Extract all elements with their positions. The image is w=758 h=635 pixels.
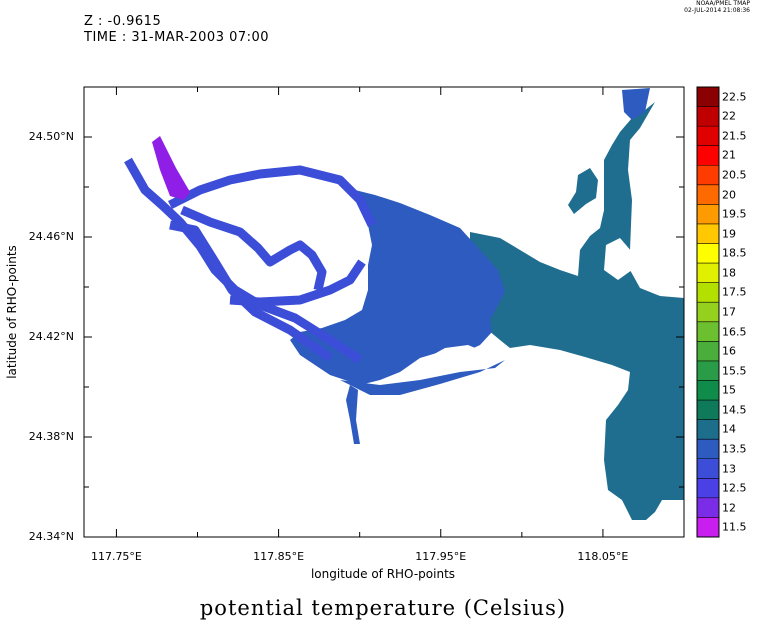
colorbar-swatch	[697, 380, 719, 401]
inner-channel-fill	[124, 157, 377, 364]
colorbar-swatch	[697, 321, 719, 342]
z-level-label: Z : -0.9615	[84, 14, 162, 29]
stamp-date: 02-JUL-2014 21:08:36	[684, 7, 750, 14]
colorbar-swatch	[697, 439, 719, 460]
y-tick-marks	[84, 86, 684, 538]
colorbar-label: 21.5	[722, 129, 747, 143]
colorbar-swatch	[697, 263, 719, 284]
colorbar-label: 22.5	[722, 90, 747, 104]
y-tick-label: 24.46°N	[28, 230, 74, 243]
outer-estuary-fill	[470, 88, 684, 520]
colorbar-swatch	[697, 360, 719, 381]
colorbar-swatch	[697, 145, 719, 166]
colorbar-swatch	[697, 302, 719, 323]
y-axis-label: latitude of RHO-points	[5, 245, 19, 379]
colorbar-label: 18.5	[722, 246, 747, 260]
colorbar-label: 13	[722, 462, 736, 476]
colorbar-label: 11.5	[722, 520, 747, 534]
stamp-organization: NOAA/PMEL TMAP	[696, 0, 750, 7]
colorbar-label: 15	[722, 383, 736, 397]
map-title: potential temperature (Celsius)	[199, 596, 567, 620]
colorbar-swatch	[697, 400, 719, 421]
colorbar-swatch	[697, 106, 719, 127]
x-axis-label: longitude of RHO-points	[310, 567, 456, 581]
colorbar-frame	[696, 86, 720, 538]
y-tick-label: 24.50°N	[28, 130, 74, 143]
y-tick-label: 24.42°N	[28, 330, 74, 343]
colorbar-label: 20	[722, 188, 736, 202]
colorbar-label: 22	[722, 109, 736, 123]
x-tick-marks	[115, 87, 685, 537]
colorbar-swatch	[697, 165, 719, 186]
colorbar-label: 16	[722, 344, 736, 358]
colorbar-label: 17.5	[722, 285, 747, 299]
colorbar-swatch	[697, 497, 719, 518]
colorbar-swatch	[697, 458, 719, 479]
channel-tip-fill	[152, 136, 190, 200]
colorbar-swatch	[697, 341, 719, 362]
colorbar-label: 19	[722, 227, 736, 241]
colorbar-swatch	[697, 517, 719, 538]
colorbar-swatch	[697, 204, 719, 225]
colorbar-label: 18	[722, 266, 736, 280]
x-tick-label: 117.75°E	[90, 550, 142, 563]
colorbar-label: 14.5	[722, 403, 747, 417]
colorbar-swatch	[697, 223, 719, 245]
colorbar-label: 13.5	[722, 442, 747, 456]
colorbar	[697, 87, 719, 538]
x-tick-label: 117.85°E	[253, 550, 305, 563]
y-tick-label: 24.38°N	[28, 430, 74, 443]
colorbar-label: 17	[722, 305, 736, 319]
plot-frame	[83, 86, 685, 538]
colorbar-label: 12	[722, 501, 736, 515]
colorbar-label: 16.5	[722, 325, 747, 339]
colorbar-swatch	[697, 419, 719, 440]
colorbar-swatch	[697, 126, 719, 147]
colorbar-label: 12.5	[722, 481, 747, 495]
colorbar-label: 21	[722, 148, 736, 162]
colorbar-swatch	[697, 282, 719, 303]
colorbar-swatch	[697, 184, 719, 205]
x-tick-label: 117.95°E	[415, 550, 467, 563]
colorbar-label: 20.5	[722, 168, 747, 182]
colorbar-label: 19.5	[722, 207, 747, 221]
time-label: TIME : 31-MAR-2003 07:00	[84, 30, 270, 45]
y-tick-label: 24.34°N	[28, 530, 74, 543]
colorbar-swatch	[697, 243, 719, 264]
colorbar-swatch	[697, 478, 719, 499]
colorbar-swatch	[697, 87, 719, 108]
x-tick-label: 118.05°E	[577, 550, 629, 563]
colorbar-label: 14	[722, 422, 736, 436]
bay-fill	[290, 190, 505, 444]
colorbar-label: 15.5	[722, 364, 747, 378]
